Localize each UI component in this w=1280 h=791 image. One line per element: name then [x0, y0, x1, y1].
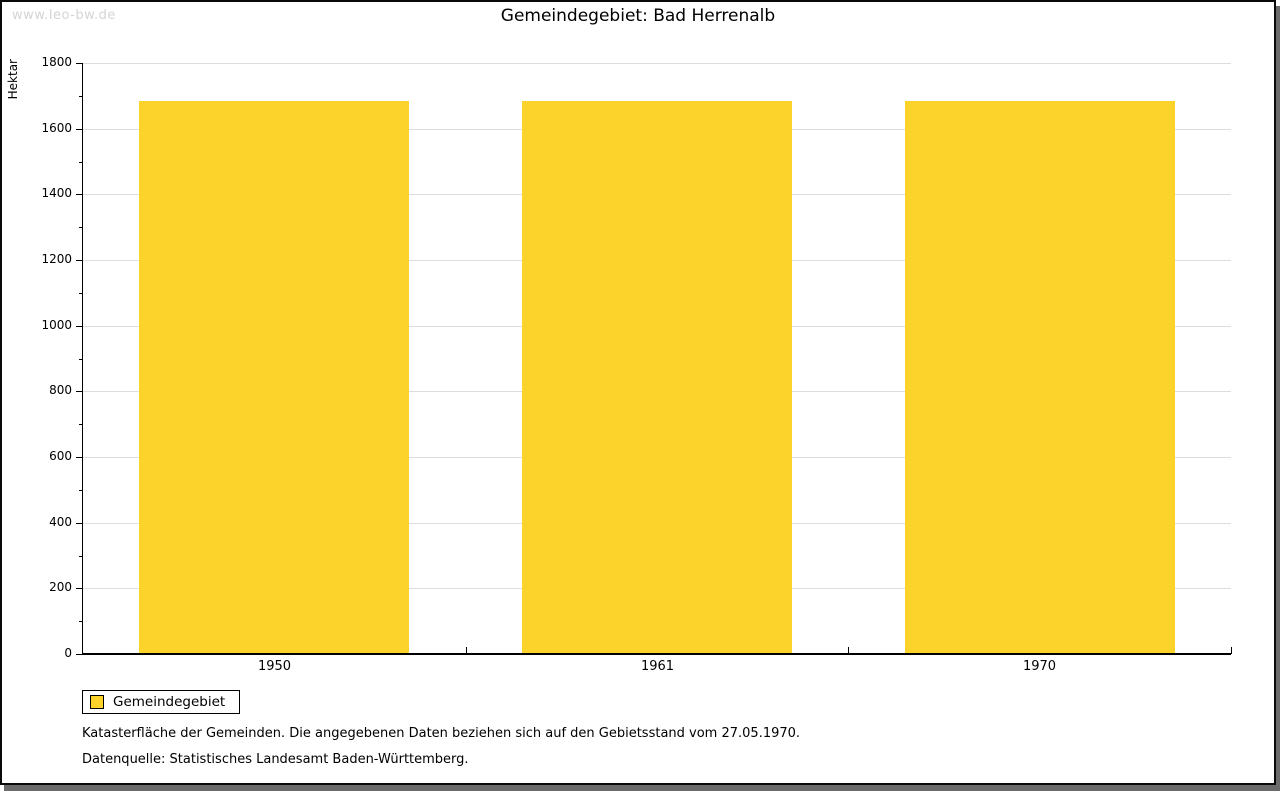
y-major-tick — [76, 194, 83, 195]
y-minor-tick — [79, 359, 83, 360]
watermark: www.leo-bw.de — [12, 8, 116, 23]
y-major-tick — [76, 588, 83, 589]
y-major-tick — [76, 260, 83, 261]
y-tick-label: 200 — [49, 580, 72, 594]
y-minor-tick — [79, 227, 83, 228]
y-major-tick — [76, 457, 83, 458]
y-major-tick — [76, 326, 83, 327]
bar-1950 — [139, 101, 409, 654]
x-boundary-tick — [848, 647, 849, 654]
legend-label: Gemeindegebiet — [113, 694, 226, 710]
chart-title: Gemeindegebiet: Bad Herrenalb — [500, 6, 776, 26]
footnote-source: Datenquelle: Statistisches Landesamt Bad… — [82, 752, 469, 767]
x-tick-label: 1950 — [257, 659, 292, 674]
y-minor-tick — [79, 293, 83, 294]
x-tick-label: 1970 — [1022, 659, 1057, 674]
y-minor-tick — [79, 621, 83, 622]
y-tick-label: 1000 — [41, 318, 72, 332]
legend: Gemeindegebiet — [82, 690, 241, 714]
y-tick-label: 800 — [49, 383, 72, 397]
y-major-tick — [76, 523, 83, 524]
y-tick-label: 600 — [49, 449, 72, 463]
y-axis-line — [82, 63, 83, 655]
x-boundary-tick — [466, 647, 467, 654]
gridline — [83, 63, 1231, 64]
y-minor-tick — [79, 162, 83, 163]
y-tick-label: 1400 — [41, 186, 72, 200]
y-tick-label: 1800 — [41, 55, 72, 69]
y-major-tick — [76, 654, 83, 655]
x-boundary-tick — [1231, 647, 1232, 654]
y-major-tick — [76, 63, 83, 64]
x-tick-label: 1961 — [640, 659, 675, 674]
bar-1970 — [905, 101, 1175, 654]
y-tick-label: 0 — [64, 646, 72, 660]
legend-swatch-icon — [90, 695, 104, 709]
y-major-tick — [76, 129, 83, 130]
y-tick-label: 1200 — [41, 252, 72, 266]
y-axis-label: Hektar — [6, 59, 20, 100]
x-axis-line — [82, 653, 1231, 655]
y-major-tick — [76, 391, 83, 392]
bar-1961 — [522, 101, 792, 654]
y-tick-label: 1600 — [41, 121, 72, 135]
y-minor-tick — [79, 556, 83, 557]
y-tick-label: 400 — [49, 515, 72, 529]
footnote-description: Katasterfläche der Gemeinden. Die angege… — [82, 726, 801, 741]
y-minor-tick — [79, 96, 83, 97]
y-minor-tick — [79, 424, 83, 425]
y-minor-tick — [79, 490, 83, 491]
